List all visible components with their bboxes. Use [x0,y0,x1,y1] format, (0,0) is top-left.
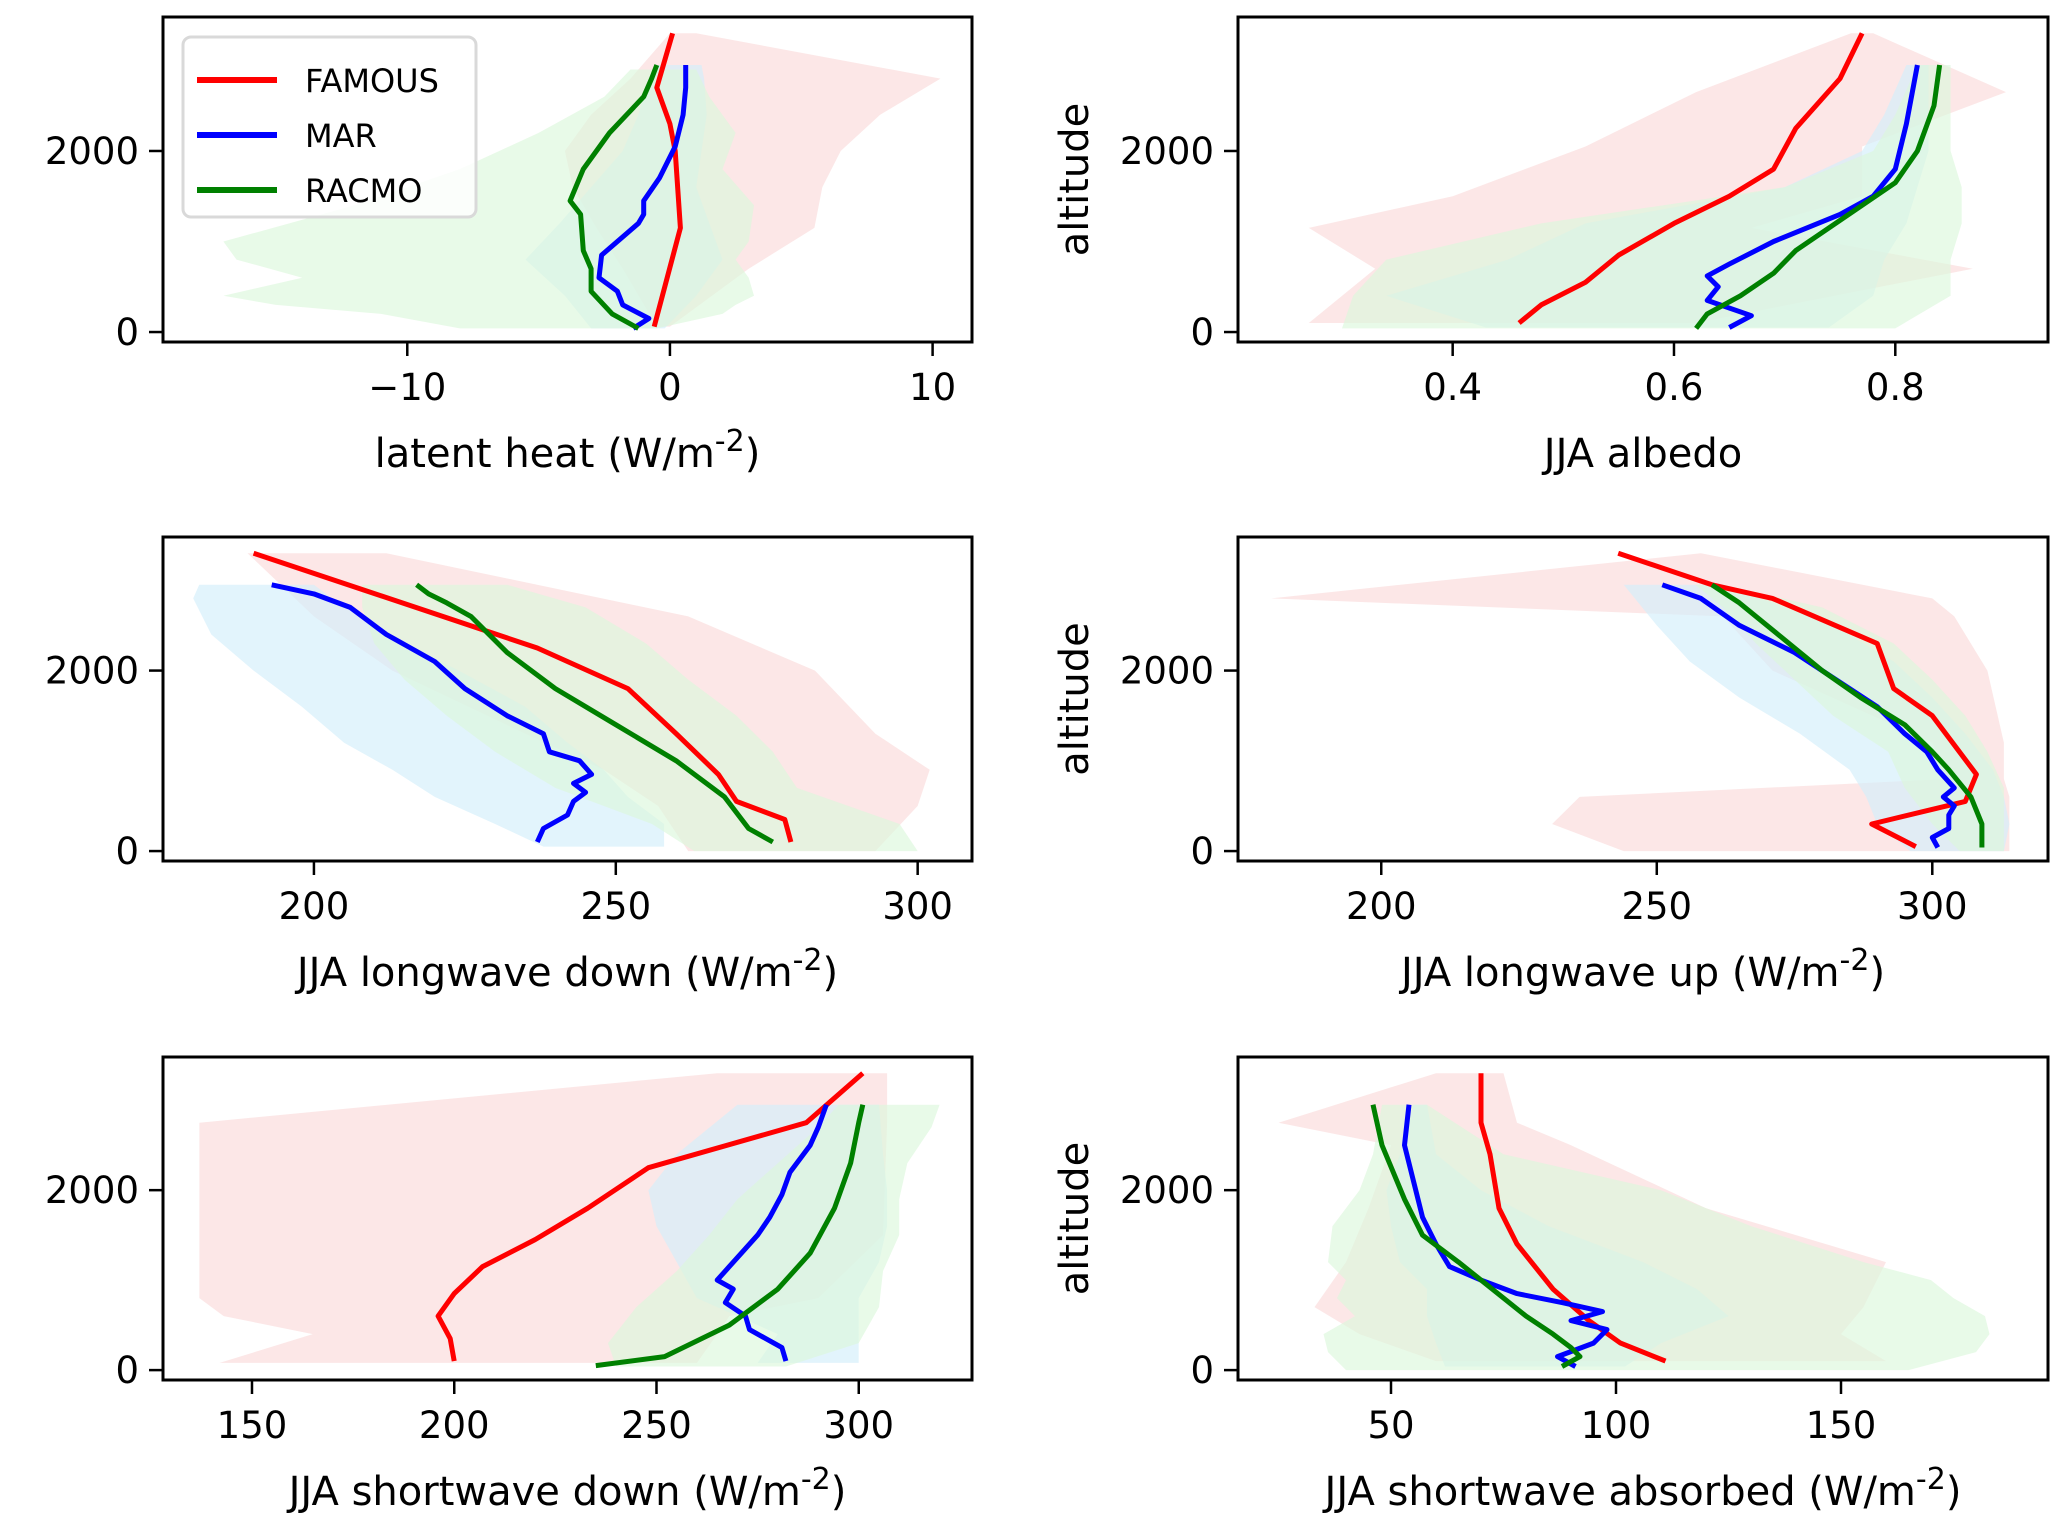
x-tick-label: 0.8 [1866,366,1925,409]
y-tick-label: 2000 [45,650,139,693]
x-axis-label: latent heat (W/m-2) [375,424,761,477]
line-mar [271,582,595,844]
y-tick-label: 2000 [45,130,139,173]
x-tick-label: 0.4 [1423,366,1482,409]
panel-2: 0.4 0.6 0.8 0 2000 JJA albedo altitude [1052,15,2050,477]
panel-6: 50 100 150 0 2000 JJA shortwave absorbed (W/m… [1052,1055,2050,1515]
line-mar [1661,582,1957,849]
band-racmo [223,69,754,329]
line-famous [1478,1073,1667,1364]
panel-1: −10 0 10 0 2000 latent heat (W/m-2) FAMOUS MAR R… [45,15,974,477]
x-tick-label: 200 [1346,885,1417,928]
x-axis-label: JJA albedo [1541,431,1742,477]
x-tick-label: 300 [882,885,953,928]
panel-3: 200 250 300 0 2000 JJA longwave down (W/m-2) [45,535,974,996]
y-axis-label: altitude [1052,103,1098,256]
axes-frame [1236,535,2050,863]
band-racmo [1342,65,1962,329]
y-tick-label: 2000 [1120,650,1214,693]
axes-frame [161,15,974,344]
y-tick-label: 0 [1190,830,1214,873]
y-tick-label: 2000 [45,1169,139,1212]
axes-frame [1236,15,2050,344]
y-tick-label: 0 [1190,1349,1214,1392]
x-tick-label: 200 [279,885,350,928]
plot-area [1278,1073,1990,1371]
x-axis-label: JJA shortwave down (W/m-2) [286,1462,847,1515]
x-axis-label: JJA longwave up (W/m-2) [1398,943,1885,996]
plot-area [199,1071,940,1369]
y-tick-label: 2000 [1120,130,1214,173]
x-tick-label: 0.6 [1645,366,1704,409]
legend-label-racmo: RACMO [305,172,422,210]
plot-area [1308,32,2006,330]
x-tick-label: 150 [217,1404,288,1447]
line-racmo [595,1104,866,1369]
x-tick-label: 0 [658,366,682,409]
y-axis-label: altitude [1052,622,1098,775]
y-tick-label: 0 [115,830,139,873]
line-mar [714,1103,829,1362]
panel-5: 150 200 250 300 0 2000 JJA shortwave down (W/m… [45,1055,974,1515]
legend: FAMOUS MAR RACMO [181,35,478,219]
band-racmo [608,1104,940,1367]
y-tick-label: 0 [1190,311,1214,354]
band-racmo [1323,1104,1990,1371]
x-tick-label: 100 [1581,1404,1652,1447]
x-tick-label: 250 [580,885,651,928]
plot-area [1271,550,2010,852]
line-racmo [1694,64,1943,330]
x-axis-label: JJA longwave down (W/m-2) [294,943,838,996]
line-famous [651,32,683,328]
x-tick-label: 200 [419,1404,490,1447]
line-mar [1704,64,1920,330]
x-tick-label: 300 [1897,885,1968,928]
panel-4: 200 250 300 0 2000 JJA longwave up (W/m-2) alt… [1052,535,2050,996]
legend-label-famous: FAMOUS [305,62,439,100]
line-famous [1517,32,1865,325]
axes-frame [1236,1055,2050,1382]
x-tick-label: −10 [368,366,446,409]
x-axis-label: JJA shortwave absorbed (W/m-2) [1322,1462,1962,1515]
axes-frame [161,535,974,863]
axes-frame [161,1055,974,1382]
line-racmo [1370,1104,1583,1369]
line-famous [252,550,794,843]
x-tick-label: 250 [621,1404,692,1447]
line-racmo [1710,582,1985,848]
y-tick-label: 2000 [1120,1169,1214,1212]
y-tick-label: 0 [115,311,139,354]
x-tick-label: 50 [1367,1404,1414,1447]
line-racmo [415,582,775,845]
line-famous [435,1071,865,1362]
plot-area [223,32,941,331]
line-mar [1402,1104,1610,1369]
x-tick-label: 150 [1806,1404,1877,1447]
legend-label-mar: MAR [305,117,377,155]
band-racmo [362,584,918,852]
x-tick-label: 300 [823,1404,894,1447]
band-racmo [1695,584,2004,852]
line-famous [1617,550,1979,849]
plot-area [193,550,930,852]
line-mar [596,65,689,331]
x-tick-label: 10 [909,366,956,409]
x-tick-label: 250 [1621,885,1692,928]
line-racmo [567,64,660,331]
y-axis-label: altitude [1052,1142,1098,1295]
y-tick-label: 0 [115,1349,139,1392]
